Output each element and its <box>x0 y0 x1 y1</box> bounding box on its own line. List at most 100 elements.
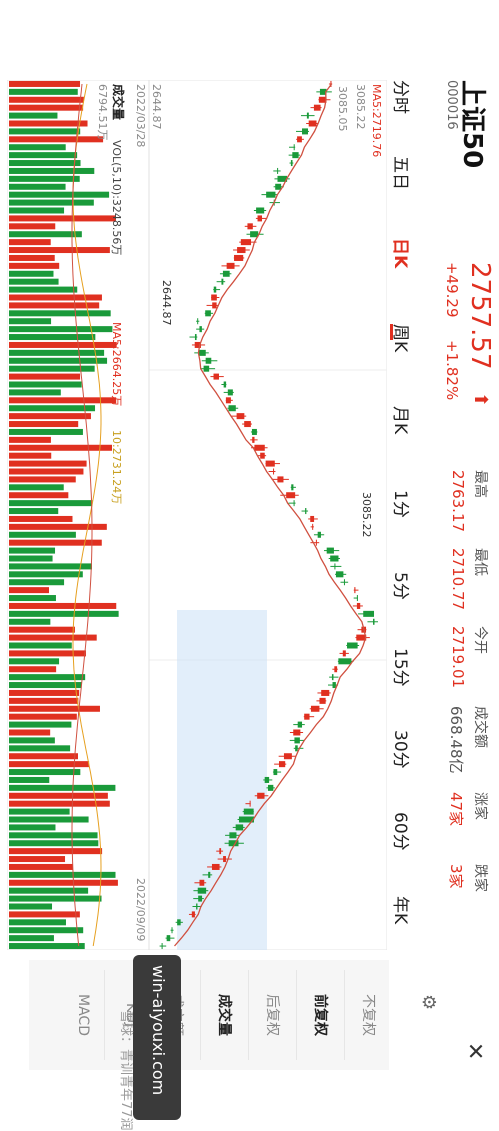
volume-bar <box>9 650 86 657</box>
volume-bar <box>9 595 56 602</box>
volume-bar <box>8 515 73 522</box>
candle-body <box>347 642 358 649</box>
sidebar-item-no-adjust[interactable]: 不复权 <box>360 994 376 1036</box>
volume-bar <box>8 294 102 301</box>
tab-five-day[interactable]: 五日 <box>390 156 410 190</box>
stat-label-high: 最高 <box>472 470 488 498</box>
candle-body <box>304 713 310 720</box>
current-price: 2757.57 <box>465 262 495 370</box>
tab-daily-k[interactable]: 日K <box>390 238 410 269</box>
volume-bar <box>9 381 82 388</box>
volume-bar <box>8 112 58 119</box>
candle-body <box>260 452 265 459</box>
volume-bar <box>9 460 87 467</box>
volume-bar <box>8 397 117 404</box>
sidebar-item-forward-adjust[interactable]: 前复权 <box>312 994 328 1036</box>
volume-bar <box>9 634 97 641</box>
candle-body <box>330 555 339 562</box>
volume-bar <box>9 508 59 515</box>
candle-body <box>227 389 233 396</box>
close-icon[interactable]: ✕ <box>462 1042 487 1061</box>
candle-body <box>326 547 334 554</box>
volume-bar <box>9 911 80 918</box>
volume-bar <box>9 848 103 855</box>
volume-bar <box>8 682 82 689</box>
volume-bar <box>8 318 52 325</box>
candle-body <box>257 215 262 222</box>
candle-body <box>213 373 219 380</box>
volume-bar <box>8 492 69 499</box>
candle-body <box>205 357 212 364</box>
candle-body <box>310 515 315 522</box>
tab-30min[interactable]: 30分 <box>390 730 410 769</box>
index-code: 000016 <box>444 80 459 130</box>
candle-body <box>199 326 202 333</box>
tab-15min[interactable]: 15分 <box>390 648 410 687</box>
volume-axis-top: 6794.51万 <box>96 84 109 141</box>
candle-body <box>235 824 244 831</box>
stat-value-low: 2710.77 <box>449 548 467 611</box>
sidebar-item-macd[interactable]: MACD <box>75 994 91 1036</box>
sidebar-item-backward-adjust[interactable]: 后复权 <box>264 994 280 1036</box>
candle-body <box>308 120 317 127</box>
kline-chart[interactable] <box>7 80 387 950</box>
volume-bar <box>9 539 102 546</box>
stat-value-turnover: 668.48亿 <box>447 706 465 774</box>
candle-body <box>211 294 217 301</box>
candle-body <box>243 808 254 815</box>
tab-monthly-k[interactable]: 月K <box>390 406 410 435</box>
candle-body <box>208 871 211 878</box>
candle-body <box>354 587 356 594</box>
volume-label: 成交量 <box>111 84 125 121</box>
volume-bar <box>9 223 56 230</box>
watermark: 雪球：青训青年77润 <box>118 1010 133 1131</box>
stat-label-turnover: 成交额 <box>472 706 488 748</box>
candle-body <box>277 167 279 174</box>
volume-bar <box>9 80 81 87</box>
volume-bar <box>9 199 94 206</box>
candle-body <box>267 784 274 791</box>
candle-body <box>177 919 181 926</box>
volume-bars <box>8 80 119 950</box>
mid-label: 3085.05 <box>336 86 349 132</box>
tab-1min[interactable]: 1分 <box>390 490 410 518</box>
candle-body <box>334 563 336 570</box>
candle-body <box>256 207 265 214</box>
volume-bar <box>8 183 66 190</box>
candle-body <box>238 816 254 823</box>
volume-bar <box>8 792 108 799</box>
volume-bar <box>9 571 83 578</box>
volume-bar <box>8 903 53 910</box>
ma-line <box>174 83 367 947</box>
volume-bar <box>9 563 92 570</box>
volume-bar <box>8 88 78 95</box>
tab-intraday[interactable]: 分时 <box>390 80 410 114</box>
tab-5min[interactable]: 5分 <box>390 572 410 600</box>
candle-body <box>290 160 293 167</box>
volume-bar <box>8 776 50 783</box>
candle-body <box>250 231 259 238</box>
ad-banner[interactable]: win-aiyouxi.com <box>133 955 181 1120</box>
volume-bar <box>9 745 71 752</box>
volume-ma5: MA5:2664.25万 <box>110 322 123 407</box>
y-axis-high: 3085.22 <box>354 84 367 130</box>
candle-body <box>191 911 195 918</box>
candle-body <box>286 492 296 499</box>
volume-bar <box>8 278 59 285</box>
candle-body <box>198 349 206 356</box>
tab-60min[interactable]: 60分 <box>390 812 410 851</box>
tab-yearly-k[interactable]: 年K <box>390 896 410 925</box>
volume-bar <box>9 674 86 681</box>
sidebar-item-volume[interactable]: 成交量 <box>216 994 232 1036</box>
volume-bar <box>9 373 81 380</box>
tab-weekly-k[interactable]: 周K <box>390 324 410 353</box>
volume-bar <box>9 642 72 649</box>
volume-bar <box>9 816 89 823</box>
high-marker-label: 3085.22 <box>360 492 373 538</box>
candle-body <box>275 183 282 190</box>
volume-bar <box>9 753 78 760</box>
candle-body <box>257 792 265 799</box>
volume-bar <box>9 689 80 696</box>
settings-icon[interactable]: ⚙ <box>418 994 439 1011</box>
candle-body <box>197 887 207 894</box>
